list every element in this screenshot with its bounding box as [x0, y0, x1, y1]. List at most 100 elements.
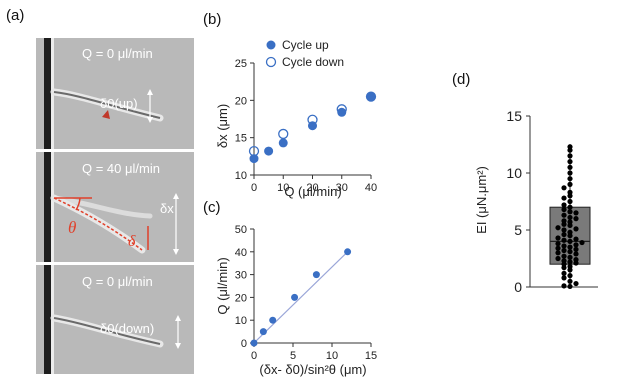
d-point — [561, 247, 567, 254]
flow-label-3: Q = 0 μl/min — [82, 274, 153, 289]
panel-label-a: (a) — [6, 7, 24, 24]
d-point — [567, 144, 573, 150]
arrow-down-icon — [147, 117, 153, 123]
c-point — [344, 248, 352, 256]
arrow-up-icon — [147, 89, 153, 95]
chart-c: 0 10 20 30 40 50 0 5 10 15 (δx- δ0)/sin²θ (μm) Q … — [215, 224, 377, 377]
d-point — [555, 255, 561, 262]
c-ytick-label: 50 — [235, 224, 247, 236]
d-point — [561, 218, 567, 224]
delta-label-3: δ0(down) — [100, 321, 154, 336]
b-ytick-label: 25 — [235, 58, 247, 70]
d-point — [567, 181, 573, 187]
b-ytick-label: 20 — [235, 95, 247, 107]
d-point — [573, 242, 579, 248]
d-point — [555, 225, 561, 231]
b-xtick-label: 20 — [306, 182, 318, 194]
d-point — [579, 239, 585, 246]
b-point-cycle-up — [264, 146, 274, 156]
b-point-cycle-down — [307, 114, 318, 125]
d-point — [561, 253, 567, 259]
d-point — [561, 212, 567, 218]
d-point — [567, 204, 573, 210]
d-point — [573, 216, 579, 222]
c-point — [250, 339, 258, 347]
d-ylabel: EI (μN.μm²) — [474, 166, 489, 234]
arrow-up-icon — [175, 315, 181, 321]
filament-3-core — [53, 317, 161, 345]
c-xtick-label: 10 — [326, 350, 338, 362]
d-point — [567, 214, 573, 221]
d-point — [561, 237, 567, 243]
d-point — [573, 210, 579, 216]
b-point-cycle-down — [336, 104, 347, 115]
d-point — [561, 243, 567, 249]
b-point-cycle-up — [337, 107, 347, 117]
b-point-cycle-up — [366, 92, 376, 102]
d-point — [561, 227, 567, 233]
d-point — [573, 251, 579, 257]
channel-wall-2 — [44, 152, 51, 262]
d-point — [555, 250, 561, 256]
c-ylabel: Q (μl/min) — [215, 257, 230, 314]
c-ytick-label: 20 — [235, 292, 247, 304]
panel-label-b: (b) — [203, 11, 221, 28]
d-point — [567, 229, 573, 235]
d-point — [561, 231, 567, 238]
d-point — [561, 202, 567, 208]
c-point — [312, 271, 320, 279]
b-point-cycle-up — [249, 154, 259, 164]
theta-arc — [75, 197, 81, 211]
channel-edge-2 — [51, 152, 54, 262]
d-point — [561, 206, 567, 213]
b-ytick-label: 15 — [235, 133, 247, 145]
b-xtick-label: 30 — [336, 182, 348, 194]
d-point — [567, 176, 573, 182]
micrograph-frame-2 — [36, 152, 194, 262]
arrow-down-icon — [173, 249, 179, 255]
b-point-cycle-down — [248, 145, 260, 157]
d-point — [573, 226, 579, 232]
legend-label-cycle-up: Cycle up — [282, 38, 329, 52]
d-point — [561, 185, 567, 191]
filament-1-core — [53, 91, 161, 119]
c-point — [269, 316, 277, 324]
d-point — [573, 246, 579, 252]
c-xtick-label: 5 — [290, 350, 296, 362]
b-point-cycle-down — [365, 91, 377, 102]
c-xlabel: (δx- δ0)/sin²θ (μm) — [259, 362, 366, 377]
d-point — [555, 241, 561, 247]
b-point-cycle-down — [278, 128, 289, 140]
arrow-up-icon — [173, 193, 179, 199]
triangle-marker-icon — [102, 110, 110, 119]
d-point — [567, 170, 573, 176]
delta-label-1: δ0(up) — [100, 96, 138, 111]
d-point — [567, 238, 573, 244]
c-xtick-label: 0 — [251, 350, 257, 362]
c-fit-line — [253, 251, 349, 344]
theta-label: θ — [68, 218, 76, 237]
b-point-cycle-up — [278, 138, 288, 148]
c-ytick-label: 10 — [235, 315, 247, 327]
filament-2-trace — [53, 197, 143, 251]
b-ytick-label: 10 — [235, 170, 247, 182]
micrograph-stack: Q = 0 μl/min δ0(up) Q = 40 μl/min δx θ δ… — [36, 38, 194, 374]
d-ytick-label: 10 — [506, 165, 522, 181]
flow-label-1: Q = 0 μl/min — [82, 46, 153, 61]
d-point — [561, 195, 567, 201]
d-point — [567, 159, 573, 165]
c-point — [291, 293, 299, 301]
c-ytick-label: 30 — [235, 270, 247, 282]
delta-red-label: δ — [128, 233, 136, 250]
d-point — [567, 249, 573, 255]
b-xlabel: Q (μl/min) — [284, 184, 341, 199]
d-point — [561, 275, 567, 281]
channel-wall-3 — [44, 265, 51, 374]
d-point — [555, 235, 561, 241]
c-ytick-label: 40 — [235, 247, 247, 259]
d-point — [567, 278, 573, 284]
d-point — [567, 153, 573, 159]
d-point — [567, 254, 573, 260]
panel-label-c: (c) — [203, 199, 221, 216]
